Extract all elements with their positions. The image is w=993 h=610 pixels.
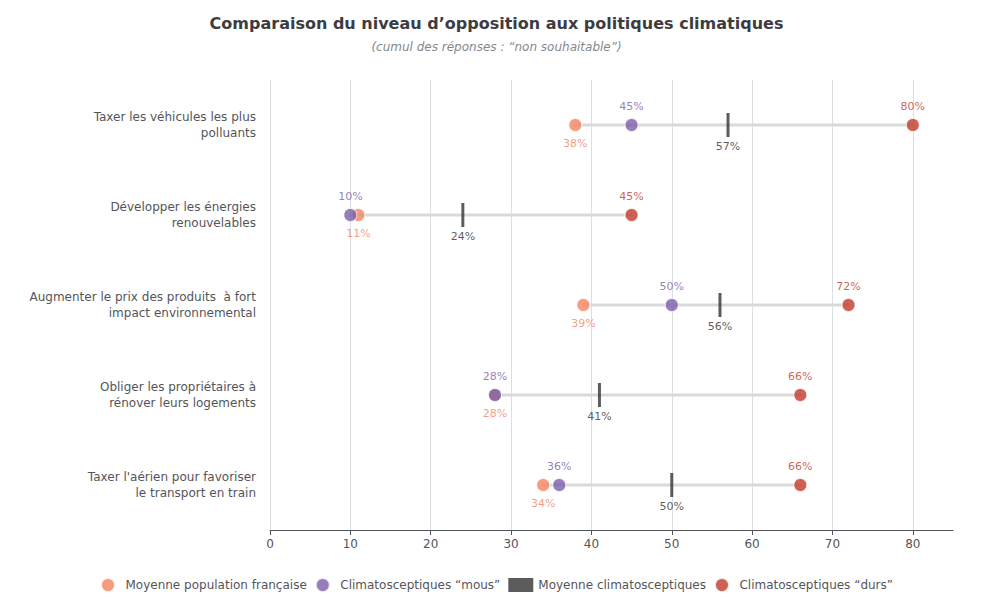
svg-text:Climatosceptiques “mous”: Climatosceptiques “mous”: [340, 578, 500, 592]
svg-text:66%: 66%: [788, 460, 812, 473]
svg-text:Moyenne population française: Moyenne population française: [125, 578, 306, 592]
svg-text:34%: 34%: [531, 497, 555, 510]
svg-text:30: 30: [503, 537, 518, 551]
svg-text:Moyenne climatosceptiques: Moyenne climatosceptiques: [538, 578, 706, 592]
svg-text:72%: 72%: [836, 280, 860, 293]
svg-text:70: 70: [825, 537, 840, 551]
svg-text:39%: 39%: [571, 317, 595, 330]
svg-text:40: 40: [584, 537, 599, 551]
svg-text:24%: 24%: [451, 230, 475, 243]
svg-text:28%: 28%: [483, 407, 507, 420]
svg-text:57%: 57%: [716, 140, 740, 153]
svg-text:Développer les énergies: Développer les énergies: [110, 200, 256, 214]
svg-text:Taxer l'aérien pour favoriser: Taxer l'aérien pour favoriser: [87, 470, 256, 484]
svg-text:Taxer les véhicules les plus: Taxer les véhicules les plus: [93, 110, 256, 124]
svg-text:(cumul des réponses : “non sou: (cumul des réponses : “non souhaitable”): [371, 40, 621, 54]
svg-text:renouvelables: renouvelables: [172, 216, 256, 230]
svg-text:56%: 56%: [708, 320, 732, 333]
svg-text:66%: 66%: [788, 370, 812, 383]
svg-text:80%: 80%: [901, 100, 925, 113]
svg-text:11%: 11%: [346, 227, 370, 240]
svg-text:rénover leurs logements: rénover leurs logements: [109, 396, 256, 410]
svg-text:impact environnemental: impact environnemental: [109, 306, 256, 320]
svg-text:45%: 45%: [619, 190, 643, 203]
svg-text:50: 50: [664, 537, 679, 551]
svg-text:38%: 38%: [563, 137, 587, 150]
svg-text:36%: 36%: [547, 460, 571, 473]
svg-text:80: 80: [905, 537, 920, 551]
svg-text:41%: 41%: [587, 410, 611, 423]
svg-text:le transport en train: le transport en train: [135, 486, 256, 500]
svg-text:polluants: polluants: [201, 126, 256, 140]
svg-text:60: 60: [744, 537, 759, 551]
svg-text:Augmenter le prix des produits: Augmenter le prix des produits à fort: [30, 290, 257, 304]
svg-text:0: 0: [266, 537, 274, 551]
svg-text:45%: 45%: [619, 100, 643, 113]
svg-text:10%: 10%: [338, 190, 362, 203]
svg-text:50%: 50%: [660, 280, 684, 293]
svg-text:20: 20: [423, 537, 438, 551]
svg-text:Comparaison du niveau d’opposi: Comparaison du niveau d’opposition aux p…: [210, 14, 784, 33]
svg-text:28%: 28%: [483, 370, 507, 383]
svg-text:Climatosceptiques “durs”: Climatosceptiques “durs”: [739, 578, 893, 592]
svg-text:50%: 50%: [660, 500, 684, 513]
svg-text:10: 10: [343, 537, 358, 551]
svg-text:Obliger les propriétaires à: Obliger les propriétaires à: [100, 380, 256, 394]
